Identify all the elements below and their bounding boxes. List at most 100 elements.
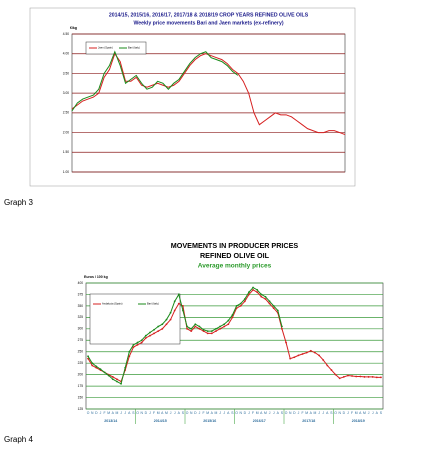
y-tick-label: 225	[78, 361, 84, 365]
point	[223, 323, 226, 326]
x-tick-label: M	[305, 411, 308, 415]
y-tick-label: 4.00	[63, 52, 69, 56]
point	[260, 295, 263, 298]
x-tick-label: M	[116, 411, 119, 415]
point	[157, 330, 160, 333]
x-tick-label: M	[264, 411, 267, 415]
point	[153, 332, 155, 335]
point	[182, 309, 184, 312]
x-tick-label: F	[252, 411, 254, 415]
x-tick-label: M	[206, 411, 209, 415]
x-tick-label: A	[128, 411, 131, 415]
legend-label: Jaen (Spain)	[98, 46, 113, 50]
y-tick-label: 1.00	[63, 170, 69, 174]
x-group-label: 2016/17	[253, 419, 266, 423]
point	[194, 325, 197, 328]
point	[338, 377, 341, 380]
point	[272, 307, 275, 310]
x-tick-label: N	[239, 411, 242, 415]
x-tick-label: S	[281, 411, 284, 415]
point	[239, 302, 242, 305]
y-tick-label: 2.00	[63, 130, 69, 134]
point	[111, 378, 114, 381]
point	[95, 366, 98, 369]
x-tick-label: N	[140, 411, 143, 415]
point	[157, 325, 160, 328]
x-tick-label: D	[343, 411, 346, 415]
x-tick-label: O	[186, 411, 189, 415]
x-tick-label: F	[302, 411, 304, 415]
point	[305, 351, 308, 354]
point	[116, 378, 118, 381]
point	[161, 323, 164, 326]
point	[281, 325, 283, 328]
point	[190, 327, 193, 330]
point	[380, 376, 382, 379]
y-tick-label: 4.50	[63, 32, 69, 36]
point	[272, 305, 275, 307]
point	[215, 330, 217, 333]
point	[355, 375, 358, 378]
x-tick-label: M	[256, 411, 259, 415]
point	[231, 314, 234, 316]
x-tick-label: M	[215, 411, 218, 415]
chart-note: Average monthly prices	[198, 263, 272, 270]
x-tick-label: N	[338, 411, 341, 415]
point	[256, 288, 259, 291]
y-tick-label: 3.00	[63, 91, 69, 95]
caption: Graph 3	[4, 198, 33, 207]
x-tick-label: M	[314, 411, 317, 415]
point	[351, 375, 353, 377]
x-group-label: 2018/19	[352, 419, 365, 423]
y-tick-label: 125	[78, 407, 84, 411]
point	[239, 305, 242, 307]
point	[268, 300, 271, 303]
x-tick-label: J	[174, 411, 176, 415]
x-tick-label: O	[334, 411, 337, 415]
x-tick-label: M	[355, 411, 358, 415]
x-tick-label: M	[157, 411, 160, 415]
x-tick-label: S	[380, 411, 383, 415]
point	[309, 349, 312, 352]
x-tick-label: D	[95, 411, 98, 415]
point	[227, 323, 230, 326]
x-tick-label: J	[219, 411, 221, 415]
point	[252, 286, 254, 289]
point	[297, 354, 300, 357]
legend-box	[89, 293, 181, 345]
x-tick-label: A	[277, 411, 280, 415]
point	[256, 291, 259, 294]
point	[359, 375, 362, 378]
point	[268, 302, 271, 305]
x-tick-label: J	[100, 411, 102, 415]
x-group-label: 2015/16	[203, 419, 216, 423]
legend-label: Bari (Italy)	[128, 46, 140, 50]
point	[144, 337, 147, 339]
point	[367, 376, 370, 378]
point	[371, 376, 374, 378]
point	[301, 353, 304, 355]
y-tick-label: 150	[78, 395, 84, 399]
legend-label: Bari (Italy)	[147, 302, 159, 306]
y-tick-label: 175	[78, 384, 84, 388]
x-tick-label: J	[322, 411, 324, 415]
point	[95, 365, 98, 368]
point	[264, 295, 267, 298]
x-tick-label: J	[273, 411, 275, 415]
y-tick-label: 250	[78, 350, 84, 354]
point	[124, 366, 127, 369]
x-tick-label: J	[149, 411, 151, 415]
chart-subtitle: Weekly price movements Bari and Jaen mar…	[133, 20, 283, 26]
x-tick-label: J	[124, 411, 126, 415]
point	[276, 309, 279, 312]
x-tick-label: J	[170, 411, 172, 415]
x-tick-label: A	[178, 411, 181, 415]
x-tick-label: M	[107, 411, 110, 415]
x-tick-label: A	[211, 411, 214, 415]
y-tick-label: 3.50	[63, 71, 69, 75]
point	[252, 288, 254, 291]
point	[375, 376, 378, 379]
x-tick-label: J	[269, 411, 271, 415]
point	[260, 293, 263, 296]
point	[243, 298, 246, 300]
